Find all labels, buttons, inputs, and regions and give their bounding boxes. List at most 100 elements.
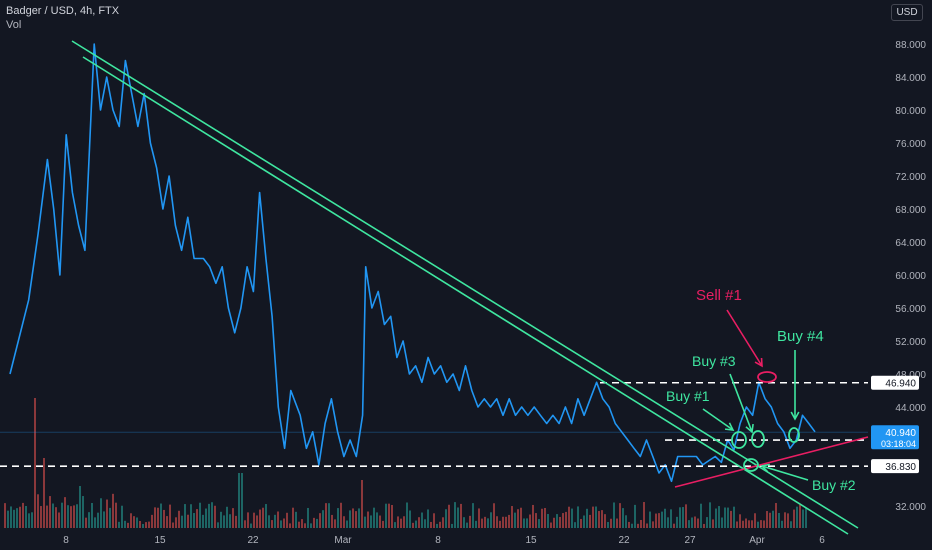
volume-bar (541, 508, 543, 528)
volume-bar (679, 507, 681, 528)
volume-bar (124, 520, 126, 528)
buy-1-marker (731, 431, 747, 449)
volume-bar (373, 507, 375, 528)
volume-bar (232, 508, 234, 528)
volume-bar (322, 510, 324, 528)
y-tick-label: 56.000 (895, 304, 926, 315)
volume-bar (586, 508, 588, 528)
volume-bar (793, 509, 795, 528)
volume-bar (310, 523, 312, 528)
volume-bar (187, 514, 189, 528)
volume-bar (223, 515, 225, 528)
currency-badge[interactable]: USD (891, 4, 923, 21)
volume-bar (436, 523, 438, 528)
volume-bar (22, 502, 24, 528)
volume-bar (580, 518, 582, 528)
volume-bar (712, 519, 714, 528)
y-tick-label: 44.000 (895, 403, 926, 414)
volume-bar (235, 515, 237, 528)
volume-bar (646, 523, 648, 528)
volume-bar (163, 509, 165, 528)
volume-bar (292, 507, 294, 528)
volume-bar (274, 514, 276, 528)
volume-bar (577, 506, 579, 528)
volume-bar (403, 516, 405, 528)
volume-bar (199, 502, 201, 528)
volume-bar (334, 519, 336, 528)
volume-bar (46, 505, 48, 528)
buy-2-arrow-head (760, 463, 770, 473)
volume-bar (325, 503, 327, 528)
volume-bar (10, 506, 12, 528)
volume-bar (229, 514, 231, 528)
volume-bar (709, 502, 711, 528)
volume-bar (265, 504, 267, 528)
volume-bar (691, 517, 693, 528)
buy-3-arrow-head (745, 423, 754, 434)
volume-bar (739, 514, 741, 528)
volume-bar (148, 521, 150, 528)
volume-bar (280, 520, 282, 528)
y-tick-label: 68.000 (895, 205, 926, 216)
volume-bar (532, 504, 534, 528)
buy-4-marker (788, 427, 800, 443)
volume-bar (505, 516, 507, 528)
volume-bar (601, 510, 603, 528)
volume-bar (340, 502, 342, 528)
volume-bar (208, 503, 210, 528)
volume-bar (382, 520, 384, 528)
volume-bar (766, 511, 768, 528)
volume-bar (769, 512, 771, 528)
volume-bar (31, 512, 33, 528)
volume-bar (64, 497, 66, 528)
volume-bar (658, 513, 660, 528)
volume-bar (715, 508, 717, 528)
volume-bar (343, 516, 345, 528)
symbol-title[interactable]: Badger / USD, 4h, FTX (6, 5, 120, 17)
volume-bar (37, 494, 39, 528)
volume-label[interactable]: Vol (6, 19, 22, 31)
volume-bar (349, 510, 351, 528)
volume-bar (613, 502, 615, 528)
volume-bar (544, 507, 546, 528)
y-tick-label: 48.000 (895, 370, 926, 381)
buy-2label: Buy #2 (812, 477, 856, 493)
volume-bar (454, 502, 456, 528)
volume-bar (568, 506, 570, 528)
volume-bar (535, 513, 537, 528)
volume-bar (379, 515, 381, 528)
volume-bar (418, 517, 420, 528)
volume-bar (565, 511, 567, 528)
buy-1-arrow-head (724, 422, 735, 431)
volume-bar (169, 504, 171, 528)
volume-bar (181, 515, 183, 528)
volume-bar (745, 518, 747, 528)
volume-bar (694, 516, 696, 528)
volume-bar (433, 513, 435, 528)
volume-bar (649, 511, 651, 528)
volume-bar (463, 517, 465, 528)
volume-bar (121, 505, 123, 528)
volume-bar (451, 523, 453, 528)
volume-bar (301, 519, 303, 528)
volume-bar (763, 520, 765, 528)
trendline-lower (82, 56, 849, 535)
volume-bar (16, 508, 18, 528)
volume-bar (118, 521, 120, 528)
volume-bar (493, 503, 495, 528)
volume-bar (748, 520, 750, 528)
volume-bar (595, 506, 597, 528)
volume-bar (574, 522, 576, 528)
volume-bar (736, 521, 738, 528)
volume-bar (409, 510, 411, 528)
sell-1label: Sell #1 (696, 287, 742, 304)
volume-bar (358, 508, 360, 528)
volume-bar (790, 521, 792, 528)
volume-bar (376, 512, 378, 528)
volume-bar (205, 508, 207, 528)
volume-bar (196, 509, 198, 528)
volume-bar (28, 513, 30, 528)
volume-bar (178, 510, 180, 528)
